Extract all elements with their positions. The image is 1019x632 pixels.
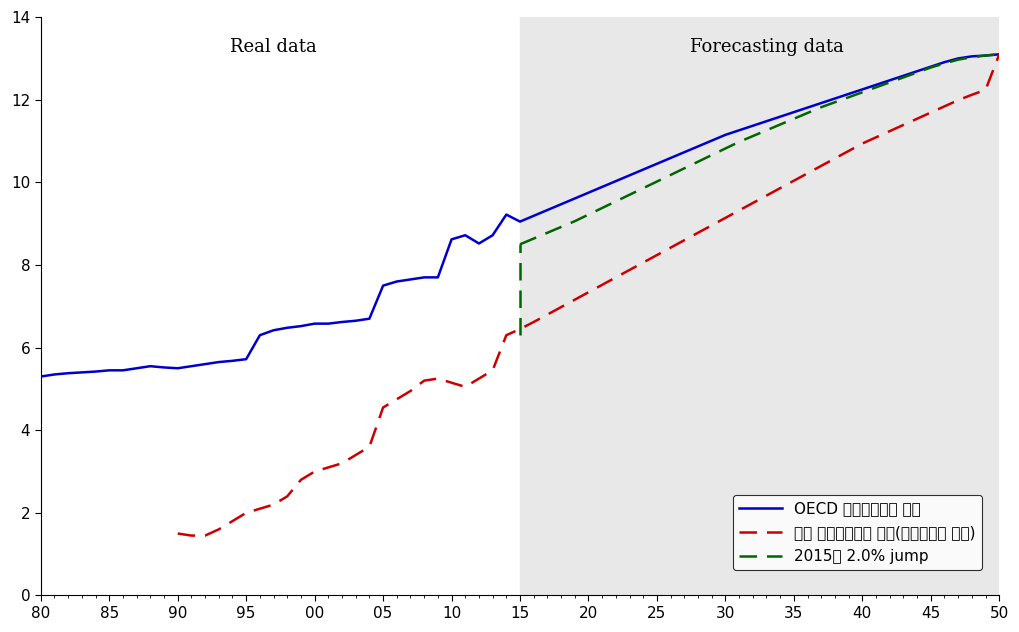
Legend: OECD 공공사회지출 현물, 한국 공공사회지출 현물(현재추세로 예측), 2015년 2.0% jump: OECD 공공사회지출 현물, 한국 공공사회지출 현물(현재추세로 예측), …: [733, 495, 981, 571]
Text: Real data: Real data: [230, 38, 317, 56]
Bar: [520, 17, 1012, 595]
Text: Forecasting data: Forecasting data: [689, 38, 843, 56]
